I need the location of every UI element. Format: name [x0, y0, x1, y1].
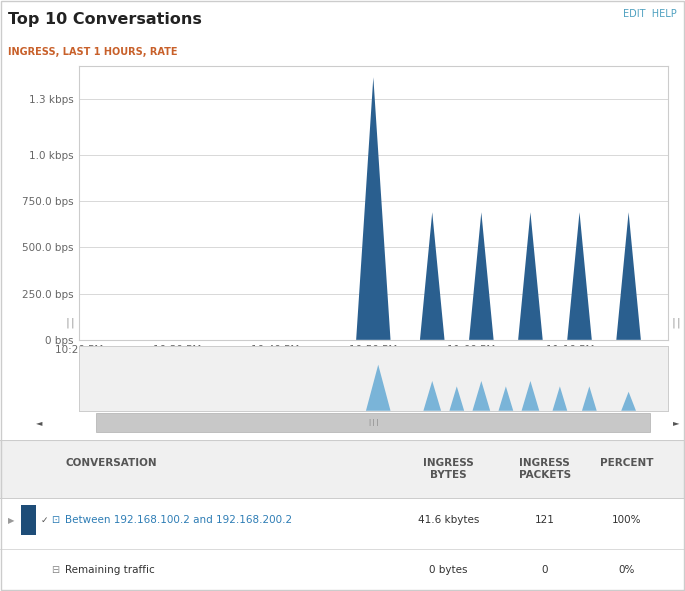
Text: ||: ||: [671, 318, 682, 328]
Text: ▶: ▶: [8, 516, 14, 525]
Text: INGRESS
PACKETS: INGRESS PACKETS: [519, 459, 571, 480]
Polygon shape: [469, 212, 494, 340]
Polygon shape: [499, 387, 513, 411]
Text: 41.6 kbytes: 41.6 kbytes: [418, 515, 479, 525]
Text: 11:00 PM: 11:00 PM: [451, 418, 493, 427]
Text: ⊡: ⊡: [51, 515, 60, 525]
Polygon shape: [473, 381, 490, 411]
Bar: [97, 413, 650, 433]
Polygon shape: [420, 212, 445, 340]
Polygon shape: [567, 212, 592, 340]
Polygon shape: [521, 381, 539, 411]
Polygon shape: [518, 212, 543, 340]
Bar: [21, 505, 36, 535]
Bar: [0, 440, 685, 498]
Text: 11:15 PM: 11:15 PM: [598, 418, 640, 427]
Polygon shape: [366, 365, 390, 411]
Text: INGRESS, LAST 1 HOURS, RATE: INGRESS, LAST 1 HOURS, RATE: [8, 47, 177, 57]
Text: |||: |||: [367, 419, 379, 426]
Text: 0%: 0%: [619, 565, 635, 575]
Text: Between 192.168.100.2 and 192.168.200.2: Between 192.168.100.2 and 192.168.200.2: [65, 515, 292, 525]
Text: PERCENT: PERCENT: [600, 459, 653, 469]
Polygon shape: [621, 392, 636, 411]
Text: 0: 0: [541, 565, 548, 575]
Text: 100%: 100%: [612, 515, 642, 525]
Text: ✓: ✓: [41, 516, 49, 525]
Text: 121: 121: [534, 515, 555, 525]
Text: 0 bytes: 0 bytes: [429, 565, 468, 575]
Text: CONVERSATION: CONVERSATION: [65, 459, 157, 469]
Text: 10:45 PM: 10:45 PM: [303, 418, 345, 427]
Polygon shape: [423, 381, 441, 411]
Polygon shape: [616, 212, 641, 340]
Polygon shape: [449, 387, 464, 411]
Text: ⊟: ⊟: [51, 565, 60, 575]
Polygon shape: [553, 387, 567, 411]
Text: INGRESS
BYTES: INGRESS BYTES: [423, 459, 474, 480]
Text: ||: ||: [64, 318, 76, 328]
Text: Remaining traffic: Remaining traffic: [65, 565, 155, 575]
Polygon shape: [582, 387, 597, 411]
Text: Top 10 Conversations: Top 10 Conversations: [8, 12, 202, 27]
Text: EDIT  HELP: EDIT HELP: [623, 9, 677, 20]
Text: 10:30 PM: 10:30 PM: [156, 418, 198, 427]
Text: ◄: ◄: [36, 418, 42, 427]
Polygon shape: [356, 77, 390, 340]
Text: ►: ►: [673, 418, 680, 427]
